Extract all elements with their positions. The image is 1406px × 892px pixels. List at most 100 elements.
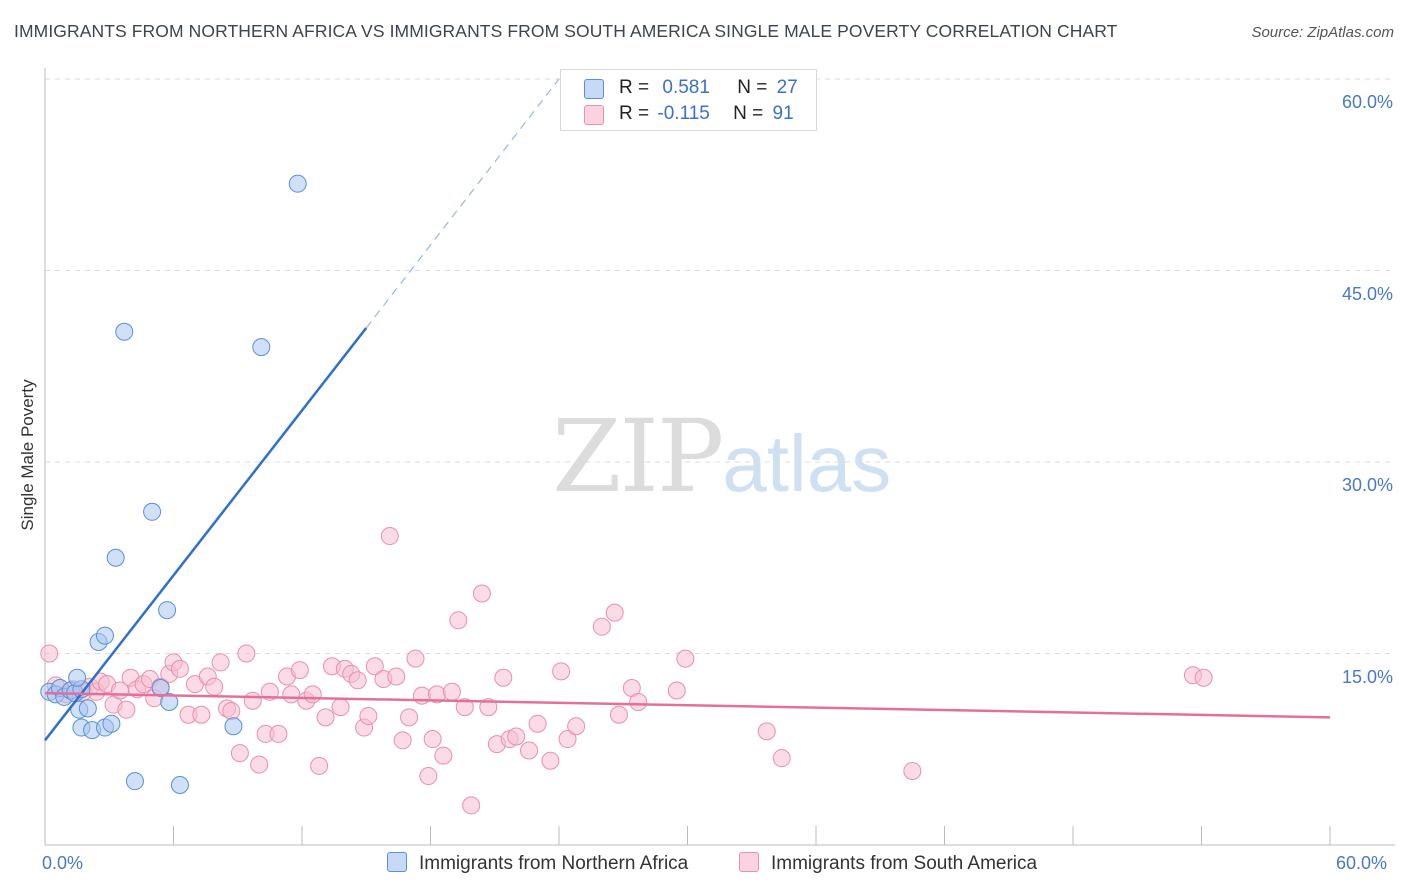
point-south-america: [211, 653, 230, 672]
point-northern-africa: [224, 717, 243, 736]
legend-item-south-america: Immigrants from South America: [739, 852, 1037, 875]
point-south-america: [170, 659, 189, 678]
point-south-america: [757, 722, 776, 741]
point-south-america: [558, 730, 577, 749]
point-south-america: [303, 685, 322, 704]
point-northern-africa: [78, 699, 97, 718]
point-south-america: [605, 603, 624, 622]
point-south-america: [629, 693, 648, 712]
point-south-america: [406, 649, 425, 668]
point-northern-africa: [143, 502, 162, 521]
legend-label-northern-africa: Immigrants from Northern Africa: [419, 853, 689, 874]
legend-item-northern-africa: Immigrants from Northern Africa: [387, 852, 688, 875]
trend-line-northern-africa-extension: [365, 78, 560, 329]
point-south-america: [567, 717, 586, 736]
legend-r-label: R =: [619, 103, 650, 124]
x-tick-label-max: 60.0%: [1336, 853, 1388, 873]
point-south-america: [507, 727, 526, 746]
watermark-atlas: atlas: [722, 419, 892, 508]
legend-label-south-america: Immigrants from South America: [771, 853, 1038, 874]
point-south-america: [331, 698, 350, 717]
point-south-america: [423, 730, 442, 749]
point-south-america: [472, 584, 491, 603]
chart-title: IMMIGRANTS FROM NORTHERN AFRICA VS IMMIG…: [14, 21, 1118, 41]
point-south-america: [541, 751, 560, 770]
legend-r-label: R =: [619, 77, 650, 98]
legend-n-label: N =: [737, 77, 768, 98]
legend-n-value: 91: [772, 103, 794, 124]
point-south-america: [380, 527, 399, 546]
point-northern-africa: [95, 626, 114, 645]
point-south-america: [290, 661, 309, 680]
point-northern-africa: [170, 775, 189, 794]
x-tick-label-min: 0.0%: [42, 853, 84, 873]
point-south-america: [412, 686, 431, 705]
series-northern-africa-points: [40, 174, 307, 794]
watermark-zip: ZIP: [552, 398, 724, 515]
point-south-america: [237, 644, 256, 663]
legend-swatch-northern-africa: [387, 852, 407, 872]
point-south-america: [316, 708, 335, 727]
point-south-america: [117, 700, 136, 719]
point-south-america: [552, 662, 571, 681]
point-south-america: [310, 756, 329, 775]
legend-n-value: 27: [776, 77, 798, 98]
point-south-america: [449, 611, 468, 630]
point-south-america: [520, 741, 539, 760]
point-south-america: [479, 698, 498, 717]
point-northern-africa: [102, 714, 121, 733]
point-south-america: [250, 755, 269, 774]
series-south-america-points: [40, 527, 1213, 815]
legend-swatch-northern-africa: [584, 79, 604, 99]
trend-line-south-america: [44, 691, 1331, 719]
point-south-america: [434, 746, 453, 765]
point-northern-africa: [115, 322, 134, 341]
legend-n-label: N =: [733, 103, 764, 124]
point-south-america: [365, 657, 384, 676]
point-northern-africa: [288, 174, 307, 193]
point-south-america: [772, 749, 791, 768]
point-south-america: [269, 724, 288, 743]
legend-r-value: 0.581: [662, 77, 710, 98]
trend-lines: [44, 78, 1331, 742]
point-northern-africa: [158, 601, 177, 620]
watermark: ZIPatlas: [552, 398, 891, 515]
point-south-america: [243, 691, 262, 710]
trend-line-northern-africa: [44, 327, 368, 742]
point-south-america: [1194, 668, 1213, 687]
legend-swatch-south-america: [584, 105, 604, 125]
point-northern-africa: [68, 668, 87, 687]
point-south-america: [528, 714, 547, 733]
point-south-america: [387, 667, 406, 686]
correlation-legend: R = 0.581 N = 27 R = -0.115 N = 91: [560, 69, 817, 131]
point-south-america: [609, 705, 628, 724]
point-south-america: [192, 705, 211, 724]
point-south-america: [903, 761, 922, 780]
point-south-america: [592, 617, 611, 636]
point-south-america: [667, 681, 686, 700]
point-south-america: [359, 707, 378, 726]
point-south-america: [222, 701, 241, 720]
point-south-america: [40, 644, 59, 663]
source-credit: Source: ZipAtlas.com: [1251, 24, 1394, 41]
y-tick-label: 30.0%: [1341, 475, 1393, 495]
point-south-america: [205, 677, 224, 696]
point-south-america: [393, 731, 412, 750]
point-south-america: [455, 698, 474, 717]
legend-r-value: -0.115: [657, 103, 710, 124]
point-northern-africa: [252, 338, 271, 357]
gridlines: [45, 78, 1395, 654]
point-south-america: [282, 685, 301, 704]
point-south-america: [230, 744, 249, 763]
point-south-america: [400, 708, 419, 727]
point-northern-africa: [125, 772, 144, 791]
point-south-america: [442, 682, 461, 701]
point-south-america: [419, 767, 438, 786]
point-south-america: [348, 671, 367, 690]
legend-swatch-south-america: [739, 852, 759, 872]
point-south-america: [494, 668, 513, 687]
y-tick-label: 45.0%: [1341, 283, 1393, 304]
y-tick-label: 15.0%: [1341, 666, 1393, 687]
y-tick-label: 60.0%: [1341, 92, 1393, 112]
point-south-america: [462, 796, 481, 815]
